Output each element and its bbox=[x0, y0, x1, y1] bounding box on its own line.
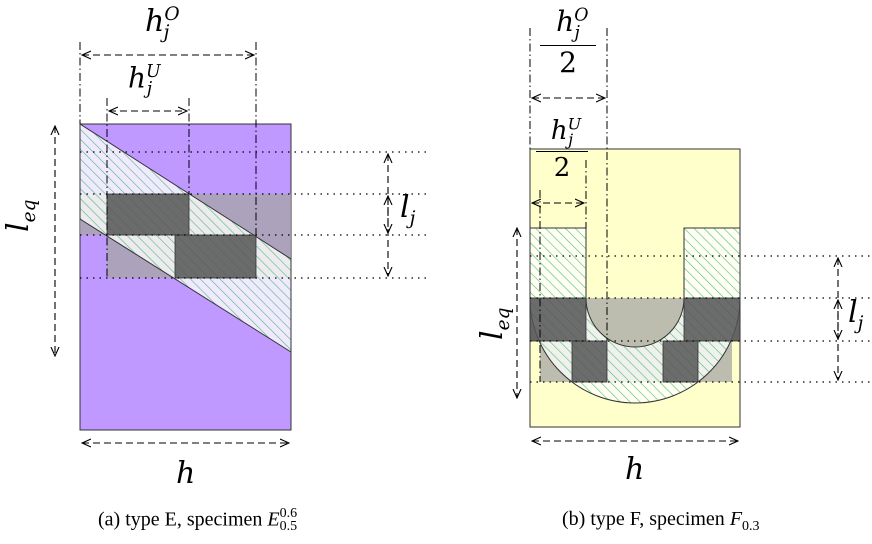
panel-b-hO-denominator: 2 bbox=[559, 46, 577, 80]
panel-a-vertical-guides bbox=[79, 42, 257, 278]
panel-b-vertical-guides bbox=[529, 28, 608, 382]
panel-b-h-label: h bbox=[625, 452, 645, 487]
panel-b-hO-numerator: hOj bbox=[556, 5, 589, 43]
panel-b-dark-box-lower-right bbox=[662, 340, 699, 383]
panel-b-dark-box-upper-left bbox=[529, 297, 587, 342]
panel-b-hU-numerator: hUj bbox=[550, 114, 582, 149]
panel-a-dark-box-upper bbox=[106, 193, 190, 236]
panel-a-diagram bbox=[55, 42, 430, 443]
panel-b-hO-fraction-label: hOj 2 bbox=[540, 5, 596, 80]
panel-a-leq-label: leq bbox=[1, 199, 40, 232]
panel-b-dark-box-upper-right bbox=[683, 297, 741, 342]
panel-a-lj-label: lj bbox=[400, 190, 416, 229]
panel-b-leq-label: leq bbox=[475, 307, 514, 340]
panel-a-dark-box-lower bbox=[174, 234, 257, 279]
panel-a-h-label: h bbox=[176, 456, 196, 491]
panel-a-caption: (a) type E, specimen E 0.6 0.5 bbox=[98, 506, 298, 534]
panel-a-hU-label: hUj bbox=[128, 61, 161, 99]
panel-b-caption: (b) type F, specimen F0.3 bbox=[562, 508, 760, 534]
panel-b-diagram bbox=[517, 28, 872, 441]
panel-b-lj-label: lj bbox=[848, 295, 864, 334]
panel-a-hO-label: hOj bbox=[145, 4, 180, 43]
panel-b-hU-denominator: 2 bbox=[553, 152, 571, 183]
panel-b-hU-fraction-label: hUj 2 bbox=[536, 114, 588, 183]
panel-b-dark-box-lower-left bbox=[571, 340, 608, 383]
